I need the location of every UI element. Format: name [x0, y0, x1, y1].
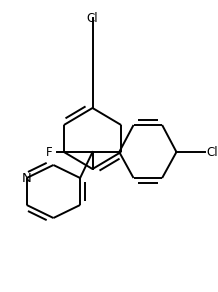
Text: F: F [46, 145, 53, 159]
Text: N: N [22, 171, 32, 185]
Text: Cl: Cl [87, 12, 98, 25]
Text: Cl: Cl [206, 145, 218, 159]
